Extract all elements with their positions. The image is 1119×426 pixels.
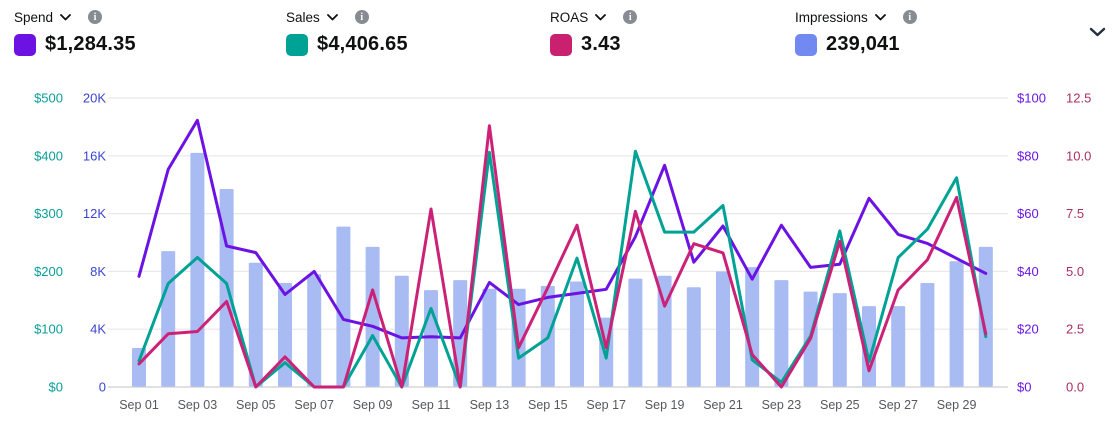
impressions-bar xyxy=(307,274,322,387)
sales-axis-tick: $400 xyxy=(34,148,63,163)
x-axis-tick: Sep 07 xyxy=(294,398,334,412)
x-axis-tick: Sep 09 xyxy=(353,398,393,412)
info-icon[interactable]: i xyxy=(902,10,917,24)
impressions-bar xyxy=(336,226,351,387)
impressions-axis-tick: 4K xyxy=(90,322,106,337)
spend-color-swatch xyxy=(14,33,36,56)
chevron-down-icon xyxy=(874,8,886,26)
impressions-bar xyxy=(570,281,584,387)
metric-sales-label: Sales xyxy=(286,9,320,25)
impressions-color-swatch xyxy=(795,33,817,56)
collapse-panel-chevron-icon[interactable] xyxy=(1089,24,1109,40)
impressions-bar xyxy=(686,287,701,387)
impressions-bar xyxy=(628,278,643,387)
spend-axis-tick: $0 xyxy=(1017,380,1031,395)
impressions-bar xyxy=(832,293,847,387)
metric-impressions-label: Impressions xyxy=(795,9,868,25)
spend-axis-tick: $60 xyxy=(1017,206,1039,221)
info-icon[interactable]: i xyxy=(354,10,369,24)
spend-axis-tick: $80 xyxy=(1017,148,1039,163)
sales-line xyxy=(137,149,988,389)
roas-line xyxy=(137,124,988,389)
impressions-bar xyxy=(891,306,906,387)
x-axis-tick: Sep 25 xyxy=(820,398,860,412)
roas-total-value: 3.43 xyxy=(581,33,621,55)
impressions-bar xyxy=(774,280,789,387)
x-axis-tick: Sep 17 xyxy=(586,398,626,412)
metric-spend: Spend i $1,284.35 xyxy=(14,7,136,56)
x-axis-tick: Sep 27 xyxy=(878,398,918,412)
info-icon[interactable]: i xyxy=(623,10,638,24)
impressions-bar xyxy=(862,306,876,387)
metric-spend-dropdown[interactable]: Spend i xyxy=(14,7,136,27)
sales-axis-tick: $200 xyxy=(34,264,63,279)
impressions-bar xyxy=(278,282,292,387)
x-axis-tick: Sep 01 xyxy=(119,398,159,412)
x-axis-tick: Sep 29 xyxy=(937,398,977,412)
roas-axis-tick: 2.5 xyxy=(1066,322,1084,337)
x-axis-tick: Sep 11 xyxy=(412,398,451,412)
impressions-bar xyxy=(920,282,935,387)
impressions-axis-tick: 16K xyxy=(83,148,106,163)
spend-line xyxy=(137,118,988,340)
impressions-bar xyxy=(716,271,730,387)
impressions-axis-tick: 8K xyxy=(90,264,106,279)
impressions-bar xyxy=(161,251,176,387)
impressions-bar xyxy=(482,288,497,387)
impressions-bar xyxy=(190,152,205,387)
chevron-down-icon xyxy=(326,8,338,26)
metric-spend-label: Spend xyxy=(14,9,54,25)
impressions-bar xyxy=(248,262,263,387)
spend-axis-tick: $40 xyxy=(1017,264,1039,279)
impressions-axis-tick: 12K xyxy=(83,206,106,221)
sales-axis-tick: $500 xyxy=(34,91,63,106)
x-axis-tick: Sep 23 xyxy=(762,398,802,412)
metric-impressions-dropdown[interactable]: Impressions i xyxy=(795,7,917,27)
chevron-down-icon xyxy=(595,8,607,26)
metric-sales-dropdown[interactable]: Sales i xyxy=(286,7,408,27)
roas-axis-tick: 10.0 xyxy=(1066,148,1091,163)
x-axis-tick: Sep 15 xyxy=(528,398,568,412)
metric-roas-label: ROAS xyxy=(550,9,589,25)
roas-color-swatch xyxy=(550,33,572,56)
impressions-axis-tick: 0 xyxy=(99,380,106,395)
spend-axis-tick: $100 xyxy=(1017,91,1046,106)
impressions-bar xyxy=(365,246,380,387)
metric-sales: Sales i $4,406.65 xyxy=(286,7,408,56)
roas-axis-tick: 5.0 xyxy=(1066,264,1084,279)
x-axis-tick: Sep 21 xyxy=(703,398,743,412)
impressions-bar xyxy=(978,246,993,387)
roas-axis-tick: 7.5 xyxy=(1066,206,1084,221)
x-axis-tick: Sep 03 xyxy=(178,398,218,412)
impressions-bar xyxy=(657,275,672,387)
metric-roas-dropdown[interactable]: ROAS i xyxy=(550,7,638,27)
roas-axis-tick: 0.0 xyxy=(1066,380,1084,395)
metric-roas: ROAS i 3.43 xyxy=(550,7,638,56)
chevron-down-icon xyxy=(60,8,71,26)
spend-total-value: $1,284.35 xyxy=(45,33,136,55)
impressions-bar xyxy=(132,347,146,387)
impressions-total-value: 239,041 xyxy=(826,33,900,55)
sales-axis-tick: $0 xyxy=(49,380,63,395)
metric-impressions: Impressions i 239,041 xyxy=(795,7,917,56)
x-axis-tick: Sep 19 xyxy=(645,398,685,412)
sales-axis-tick: $300 xyxy=(34,206,63,221)
sales-axis-tick: $100 xyxy=(34,322,63,337)
sales-total-value: $4,406.65 xyxy=(317,33,408,55)
info-icon[interactable]: i xyxy=(88,10,103,24)
sales-color-swatch xyxy=(286,33,308,56)
roas-axis-tick: 12.5 xyxy=(1066,91,1091,106)
x-axis-tick: Sep 05 xyxy=(236,398,276,412)
impressions-axis-tick: 20K xyxy=(83,91,106,106)
impressions-bar xyxy=(949,261,964,387)
spend-axis-tick: $20 xyxy=(1017,322,1039,337)
x-axis-tick: Sep 13 xyxy=(470,398,510,412)
